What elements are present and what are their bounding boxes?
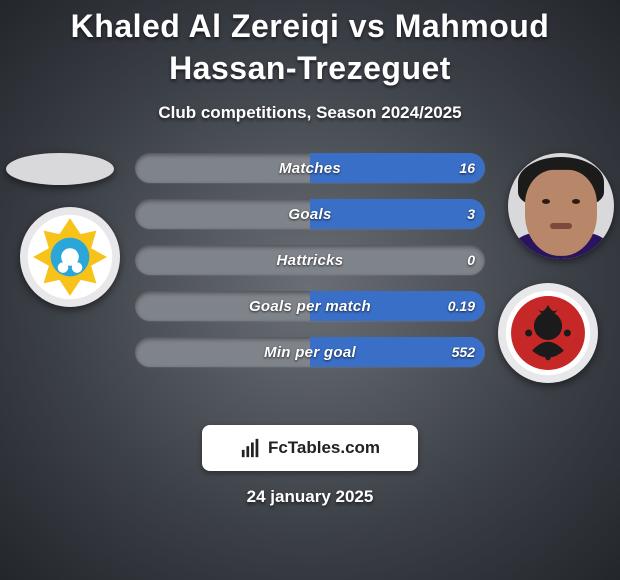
stat-value-right: 0.19 xyxy=(448,291,475,321)
stat-row: Goals3 xyxy=(135,199,485,229)
footer-date: 24 january 2025 xyxy=(0,487,620,507)
stat-label: Goals per match xyxy=(135,291,485,321)
player-right-photo xyxy=(508,153,614,259)
subtitle: Club competitions, Season 2024/2025 xyxy=(0,103,620,123)
stat-label: Goals xyxy=(135,199,485,229)
stat-label: Hattricks xyxy=(135,245,485,275)
page-title: Khaled Al Zereiqi vs Mahmoud Hassan-Trez… xyxy=(0,0,620,89)
brand-text: FcTables.com xyxy=(268,438,380,458)
stat-row: Matches16 xyxy=(135,153,485,183)
club-left-badge-svg xyxy=(26,213,114,301)
stat-label: Matches xyxy=(135,153,485,183)
club-left-badge xyxy=(20,207,120,307)
stat-value-right: 3 xyxy=(467,199,475,229)
brand-badge: FcTables.com xyxy=(202,425,418,471)
stat-value-right: 552 xyxy=(452,337,475,367)
stat-row: Hattricks0 xyxy=(135,245,485,275)
stat-row: Goals per match0.19 xyxy=(135,291,485,321)
stat-value-right: 0 xyxy=(467,245,475,275)
stat-label: Min per goal xyxy=(135,337,485,367)
player-left-photo xyxy=(6,153,114,185)
chart-icon xyxy=(240,437,262,459)
club-right-badge-svg xyxy=(504,289,592,377)
comparison-panel: Matches16 Goals3 Hattricks0 Goals per match… xyxy=(0,153,620,413)
stat-row: Min per goal552 xyxy=(135,337,485,367)
club-right-badge xyxy=(498,283,598,383)
stat-value-right: 16 xyxy=(459,153,475,183)
stat-bars: Matches16 Goals3 Hattricks0 Goals per match… xyxy=(135,153,485,383)
